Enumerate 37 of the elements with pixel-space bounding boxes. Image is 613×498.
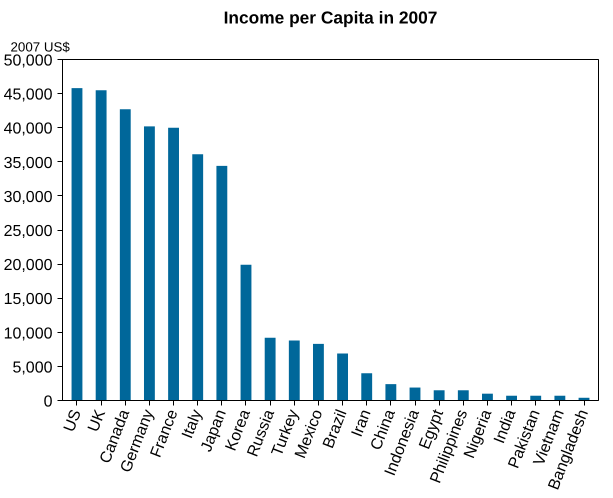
- y-tick-label: 5,000: [12, 359, 53, 376]
- bar: [410, 388, 420, 400]
- y-tick-label: 50,000: [4, 52, 53, 70]
- x-tick-label: US: [61, 407, 85, 434]
- y-tick-label: 25,000: [4, 223, 53, 240]
- y-tick-label: 20,000: [4, 257, 53, 274]
- x-tick-label: Italy: [179, 407, 206, 441]
- bar: [264, 338, 276, 400]
- y-tick-label: 15,000: [4, 291, 53, 308]
- chart-title: Income per Capita in 2007: [224, 8, 438, 28]
- y-tick-label: 40,000: [4, 120, 53, 138]
- x-tick-label: Brazil: [320, 407, 350, 451]
- y-tick-label: 35,000: [4, 154, 53, 172]
- y-tick-label: 30,000: [4, 188, 53, 206]
- bar: [312, 344, 324, 400]
- bar: [144, 126, 155, 400]
- bar: [385, 384, 396, 400]
- bar: [216, 166, 228, 400]
- bar: [506, 396, 518, 400]
- bar: [96, 90, 107, 400]
- bar: [554, 396, 566, 400]
- bar: [288, 340, 300, 400]
- bar: [337, 353, 348, 400]
- bar: [120, 109, 131, 400]
- y-tick-label: 0: [44, 394, 53, 410]
- bar: [530, 396, 542, 400]
- bar: [72, 88, 82, 400]
- bar: [482, 394, 493, 400]
- bar: [458, 390, 469, 400]
- bar: [361, 373, 372, 400]
- y-axis-title: 2007 US$: [10, 40, 70, 54]
- y-tick-label: 45,000: [4, 86, 53, 104]
- bar: [192, 154, 204, 400]
- bar: [240, 264, 252, 400]
- bar: [434, 390, 445, 400]
- y-tick-label: 10,000: [4, 325, 53, 342]
- bar: [168, 128, 179, 400]
